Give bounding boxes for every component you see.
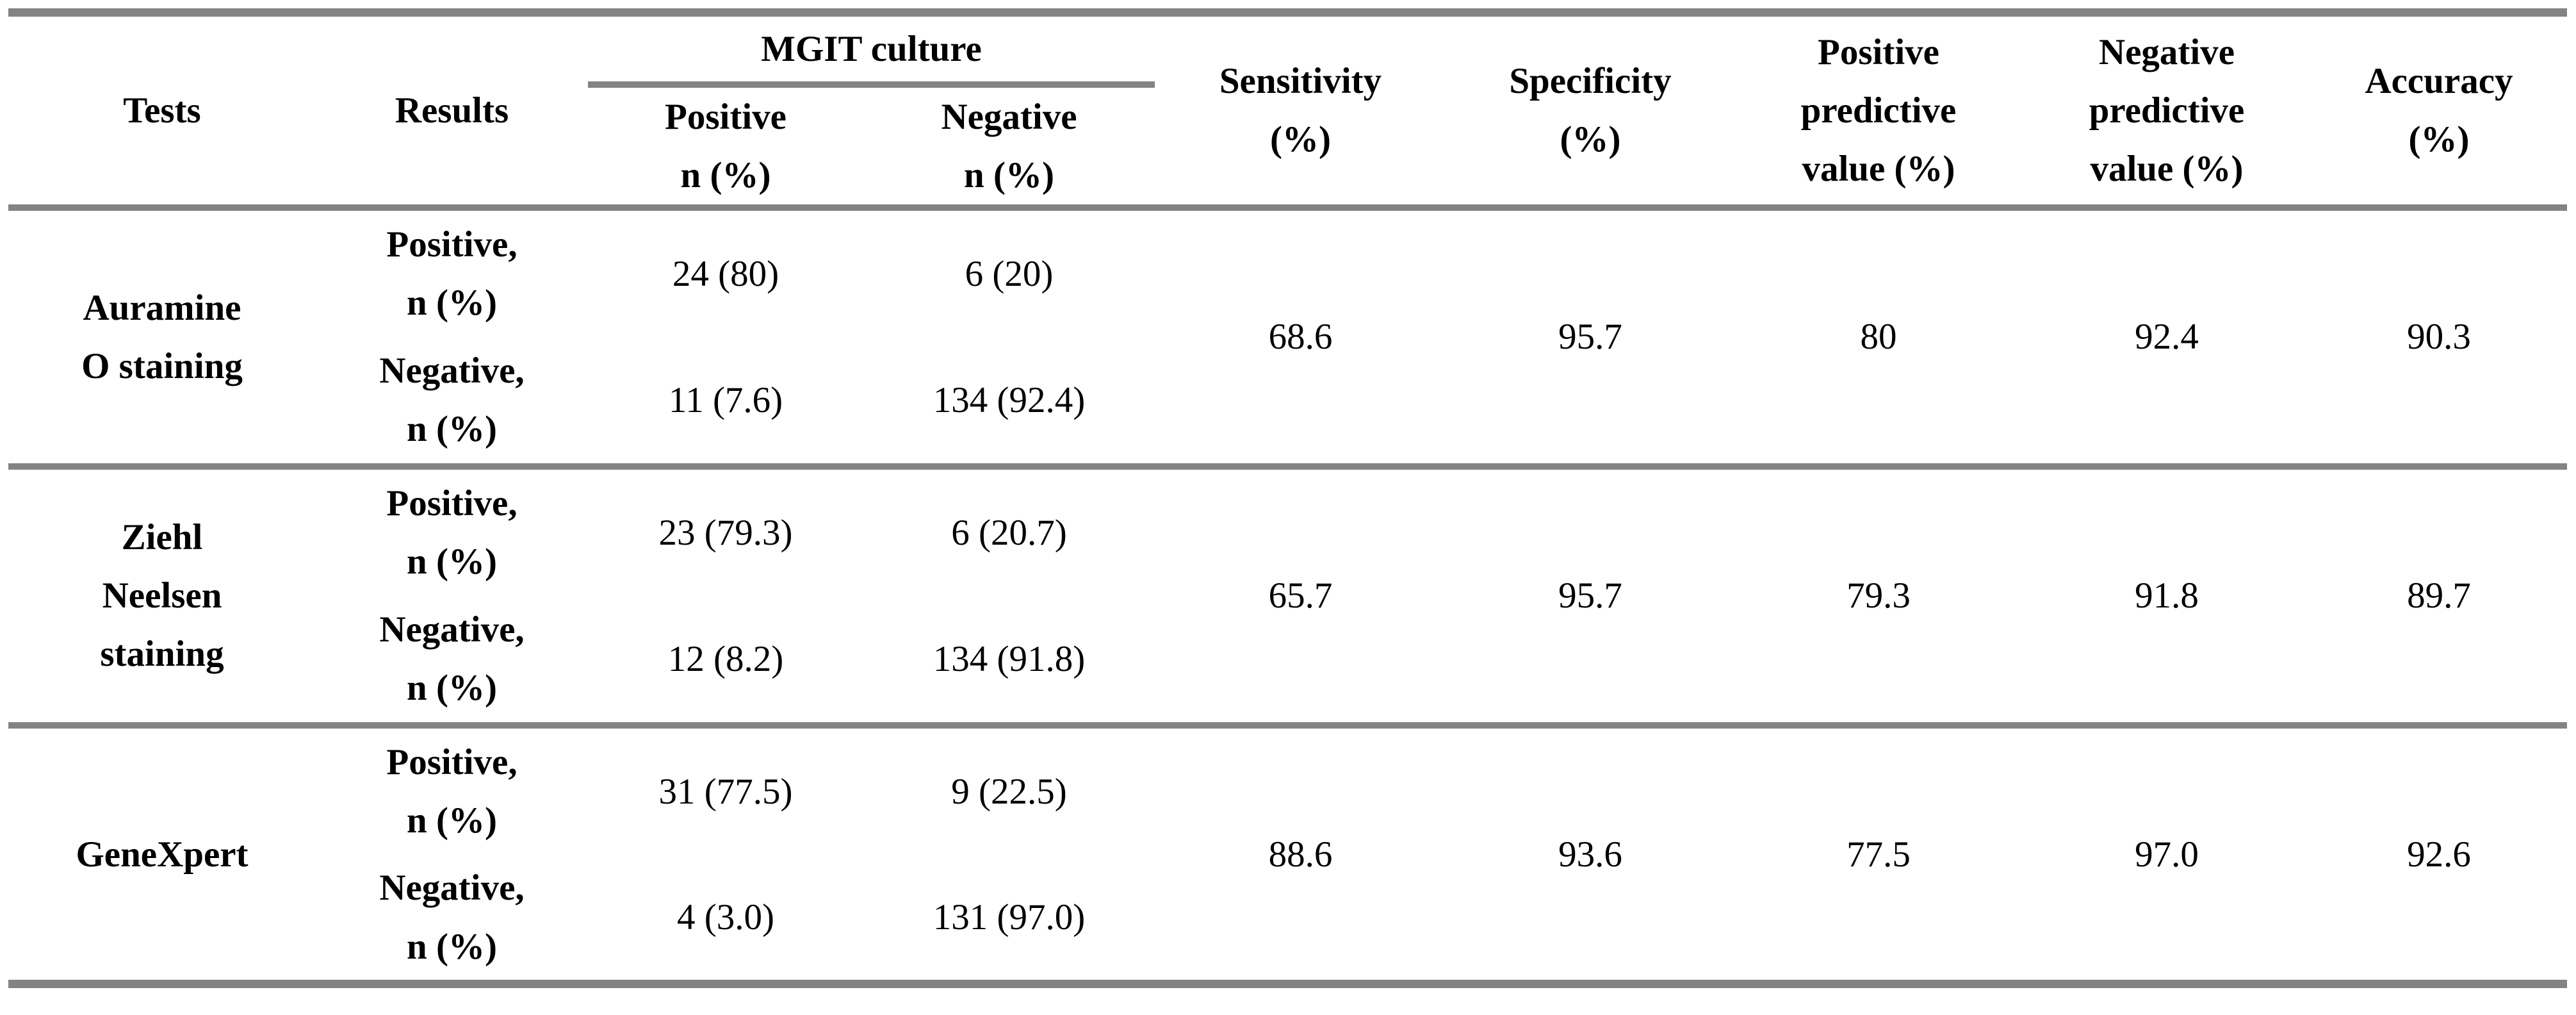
table-row: GeneXpert Positive, n (%) 31 (77.5) 9 (2… <box>8 722 2567 984</box>
specificity-value: 95.7 <box>1446 463 1734 725</box>
result-label: Negative, n (%) <box>379 868 525 967</box>
mgit-positive-value: 11 (7.6) <box>668 379 783 420</box>
accuracy-value: 90.3 <box>2407 317 2471 358</box>
accuracy-value: 92.6 <box>2311 722 2567 984</box>
table-row: Negative, n (%) 11 (7.6) 134 (92.4) <box>8 337 2567 466</box>
table-row: Negative, n (%) 4 (3.0) 131 (97.0) <box>8 855 2567 984</box>
mgit-positive-value: 24 (80) <box>672 253 779 294</box>
header-mgit-culture: MGIT culture <box>588 12 1155 88</box>
mgit-positive-value: 23 (79.3) <box>588 463 863 596</box>
mgit-negative-value: 9 (22.5) <box>863 722 1155 855</box>
sensitivity-value: 68.6 <box>1268 317 1333 358</box>
header-positive-predictive-value: Positive predictive value (%) <box>1734 12 2023 211</box>
mgit-negative-value: 131 (97.0) <box>933 897 1086 938</box>
test-name: GeneXpert <box>8 722 316 984</box>
mgit-positive-value: 31 (77.5) <box>588 722 863 855</box>
header-negative-predictive-value: Negative predictive value (%) <box>2023 12 2311 211</box>
sensitivity-value: 65.7 <box>1155 463 1446 725</box>
specificity-value: 95.7 <box>1558 317 1622 358</box>
header-mgit-positive: Positive n (%) <box>588 84 863 211</box>
sensitivity-value: 88.6 <box>1155 722 1446 984</box>
ppv-value: 80 <box>1860 317 1897 358</box>
result-label: Positive, n (%) <box>316 722 588 855</box>
result-label: Negative, n (%) <box>379 351 525 450</box>
mgit-negative-value: 6 (20.7) <box>863 463 1155 596</box>
npv-value: 97.0 <box>2023 722 2311 984</box>
mgit-positive-value: 12 (8.2) <box>667 638 784 679</box>
mgit-positive-value: 4 (3.0) <box>677 897 774 938</box>
mgit-negative-value: 134 (92.4) <box>933 379 1086 420</box>
header-tests: Tests <box>8 12 316 211</box>
ppv-value: 77.5 <box>1734 722 2023 984</box>
table-row: Negative, n (%) 12 (8.2) 134 (91.8) <box>8 596 2567 725</box>
header-specificity: Specificity (%) <box>1446 12 1734 211</box>
mgit-negative-value: 6 (20) <box>965 253 1054 294</box>
diagnostic-performance-table: Tests Results MGIT culture Sensitivity (… <box>8 8 2567 989</box>
test-name: Ziehl Neelsen staining <box>8 463 316 725</box>
accuracy-value: 89.7 <box>2311 463 2567 725</box>
specificity-value: 93.6 <box>1446 722 1734 984</box>
result-label: Negative, n (%) <box>379 609 525 709</box>
header-sensitivity: Sensitivity (%) <box>1155 12 1446 211</box>
header-accuracy: Accuracy (%) <box>2311 12 2567 211</box>
npv-value: 91.8 <box>2023 463 2311 725</box>
result-label: Positive, n (%) <box>386 224 518 324</box>
header-mgit-negative: Negative n (%) <box>863 84 1155 211</box>
npv-value: 92.4 <box>2135 317 2199 358</box>
test-name: Auramine O staining <box>81 287 243 386</box>
table-row: Ziehl Neelsen staining Positive, n (%) 2… <box>8 463 2567 725</box>
table-row: Auramine O staining Positive, n (%) 24 (… <box>8 208 2567 386</box>
ppv-value: 79.3 <box>1734 463 2023 725</box>
header-results: Results <box>316 12 588 211</box>
mgit-negative-value: 134 (91.8) <box>933 638 1086 679</box>
result-label: Positive, n (%) <box>316 463 588 596</box>
